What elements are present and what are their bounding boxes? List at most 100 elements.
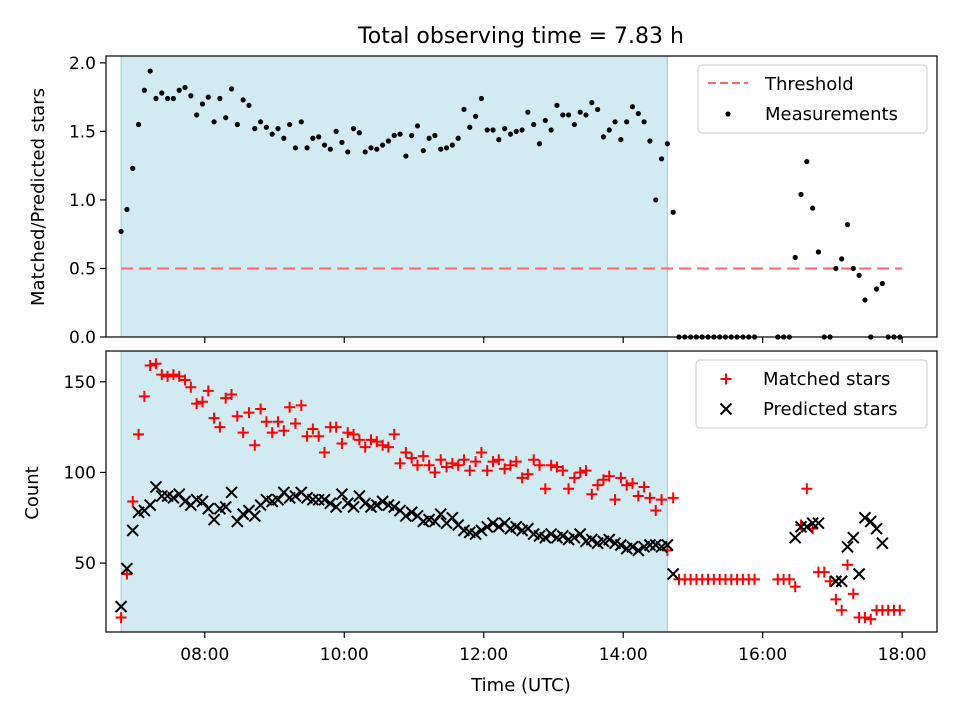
matched-star-point <box>406 452 418 464</box>
measurement-point <box>374 146 380 152</box>
measurement-point <box>629 104 636 110</box>
matched-star-point <box>452 459 464 471</box>
measurement-point <box>199 101 206 107</box>
top-plot-frame <box>105 55 938 338</box>
predicted-star-point <box>329 500 343 514</box>
matched-star-point <box>865 613 877 625</box>
measurement-point <box>624 119 630 125</box>
matched-star-point <box>824 575 836 587</box>
predicted-star-point <box>248 509 261 523</box>
predicted-star-point <box>446 511 459 524</box>
matched-star-point <box>249 439 261 451</box>
measurement-point <box>432 132 438 139</box>
predicted-star-point <box>666 567 680 581</box>
measurement-point <box>345 149 351 155</box>
predicted-star-point <box>219 500 232 514</box>
matched-star-point <box>493 454 505 466</box>
measurement-point <box>844 222 851 228</box>
measurement-point <box>228 86 235 92</box>
predicted-star-point <box>643 538 657 552</box>
predicted-star-point <box>207 513 221 526</box>
predicted-stars-series <box>114 480 889 613</box>
matched-star-point <box>603 470 615 482</box>
top-y-axis-label: Matched/Predicted stars <box>28 88 49 306</box>
measurement-point <box>856 272 862 278</box>
matched-star-point <box>789 581 801 593</box>
measurement-point <box>804 158 810 165</box>
predicted-star-point <box>318 493 331 506</box>
predicted-star-point <box>481 520 494 534</box>
predicted-star-point <box>510 520 523 534</box>
matched-star-point <box>435 454 447 466</box>
legend-matched-swatch <box>720 373 732 385</box>
predicted-star-point <box>167 491 180 505</box>
matched-star-point <box>557 465 569 477</box>
legend-measurements-swatch <box>725 111 731 117</box>
measurement-point <box>257 119 264 125</box>
measurement-point <box>292 145 299 151</box>
matched-star-point <box>319 447 331 459</box>
matched-star-point <box>446 457 458 469</box>
measurement-point <box>810 205 816 211</box>
matched-star-point <box>295 399 307 411</box>
measurement-point <box>298 119 304 125</box>
measurement-point <box>449 142 455 148</box>
predicted-star-point <box>114 600 128 613</box>
matched-star-point <box>272 416 284 428</box>
predicted-star-point <box>312 493 325 506</box>
matched-star-point <box>359 441 371 453</box>
measurement-point <box>606 127 612 133</box>
matched-star-point <box>266 427 278 439</box>
matched-star-point <box>342 427 354 439</box>
measurement-point <box>333 128 339 134</box>
measurement-point <box>658 156 665 162</box>
predicted-star-point <box>120 562 134 575</box>
predicted-star-point <box>231 515 244 528</box>
predicted-star-point <box>388 500 401 514</box>
predicted-star-point <box>149 480 163 494</box>
matched-star-point <box>441 461 453 473</box>
measurement-point <box>577 109 583 115</box>
bottom-legend-frame <box>695 359 928 429</box>
matched-star-point <box>626 477 638 489</box>
top-panel: 0.00.51.01.52.0 Matched/Predicted stars … <box>28 54 938 348</box>
matched-stars-series <box>115 358 906 625</box>
matched-star-point <box>313 430 325 442</box>
matched-star-point <box>243 407 255 419</box>
measurement-point <box>194 112 200 118</box>
measurement-point <box>600 134 607 140</box>
predicted-star-point <box>196 495 209 508</box>
matched-star-point <box>859 611 871 623</box>
measurement-point <box>798 191 804 198</box>
measurement-point <box>647 138 653 144</box>
measurement-point <box>420 147 426 154</box>
matched-star-point <box>842 559 854 571</box>
predicted-star-point <box>428 515 442 528</box>
measurement-point <box>188 93 194 99</box>
matched-star-point <box>818 566 830 578</box>
matched-star-point <box>423 459 435 471</box>
predicted-star-point <box>178 495 192 508</box>
matched-star-point <box>185 381 197 393</box>
measurement-point <box>548 127 554 133</box>
matched-star-point <box>284 401 296 413</box>
measurement-point <box>153 95 159 102</box>
matched-star-point <box>121 568 133 580</box>
y-tick-label: 50 <box>74 554 96 574</box>
predicted-star-point <box>847 531 860 544</box>
predicted-star-point <box>539 531 552 544</box>
measurement-point <box>287 121 293 128</box>
predicted-star-point <box>341 497 354 510</box>
measurement-point <box>409 132 415 139</box>
bottom-y-axis-label: Count <box>22 466 43 519</box>
measurement-point <box>304 145 310 151</box>
predicted-star-point <box>405 506 418 519</box>
measurement-point <box>664 141 670 147</box>
predicted-star-point <box>399 509 413 523</box>
matched-star-point <box>836 604 848 616</box>
measurement-point <box>176 87 182 93</box>
matched-star-point <box>226 389 238 401</box>
matched-star-point <box>289 418 301 430</box>
measurement-point <box>490 127 496 133</box>
